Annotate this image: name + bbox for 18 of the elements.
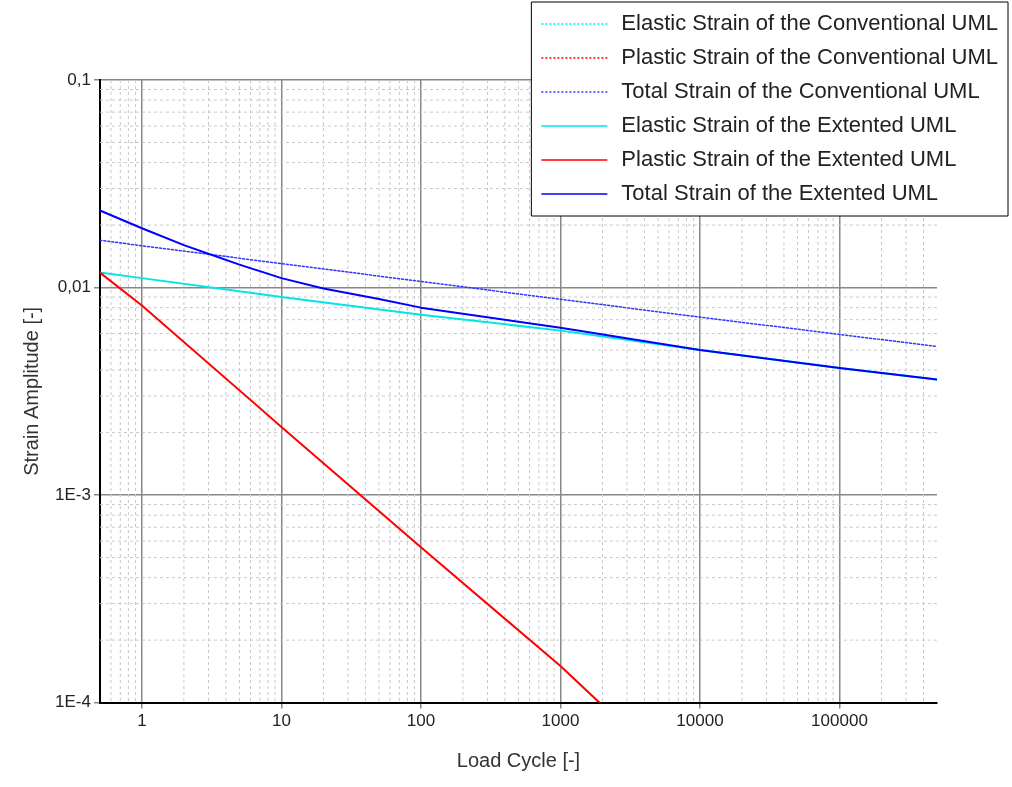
legend-label: Total Strain of the Conventional UML xyxy=(621,78,980,104)
legend-label: Plastic Strain of the Extented UML xyxy=(621,146,957,172)
x-tick-label: 10000 xyxy=(676,711,724,731)
x-tick-label: 100 xyxy=(406,711,436,731)
x-axis-title: Load Cycle [-] xyxy=(456,748,581,771)
legend-label: Elastic Strain of the Conventional UML xyxy=(621,10,999,36)
legend-label: Total Strain of the Extented UML xyxy=(621,180,939,206)
x-tick-label: 1 xyxy=(137,711,147,731)
legend-label: Plastic Strain of the Conventional UML xyxy=(621,44,999,70)
legend-label: Elastic Strain of the Extented UML xyxy=(621,112,957,138)
x-tick-label: 1000 xyxy=(541,711,580,731)
y-axis-title: Strain Amplitude [-] xyxy=(19,306,42,476)
x-tick-label: 100000 xyxy=(811,711,868,731)
y-tick-label: 1E-4 xyxy=(54,692,91,712)
y-tick-label: 0,01 xyxy=(57,277,91,297)
y-tick-label: 0,1 xyxy=(67,69,91,89)
x-tick-label: 10 xyxy=(271,711,291,731)
y-tick-label: 1E-3 xyxy=(54,484,91,504)
